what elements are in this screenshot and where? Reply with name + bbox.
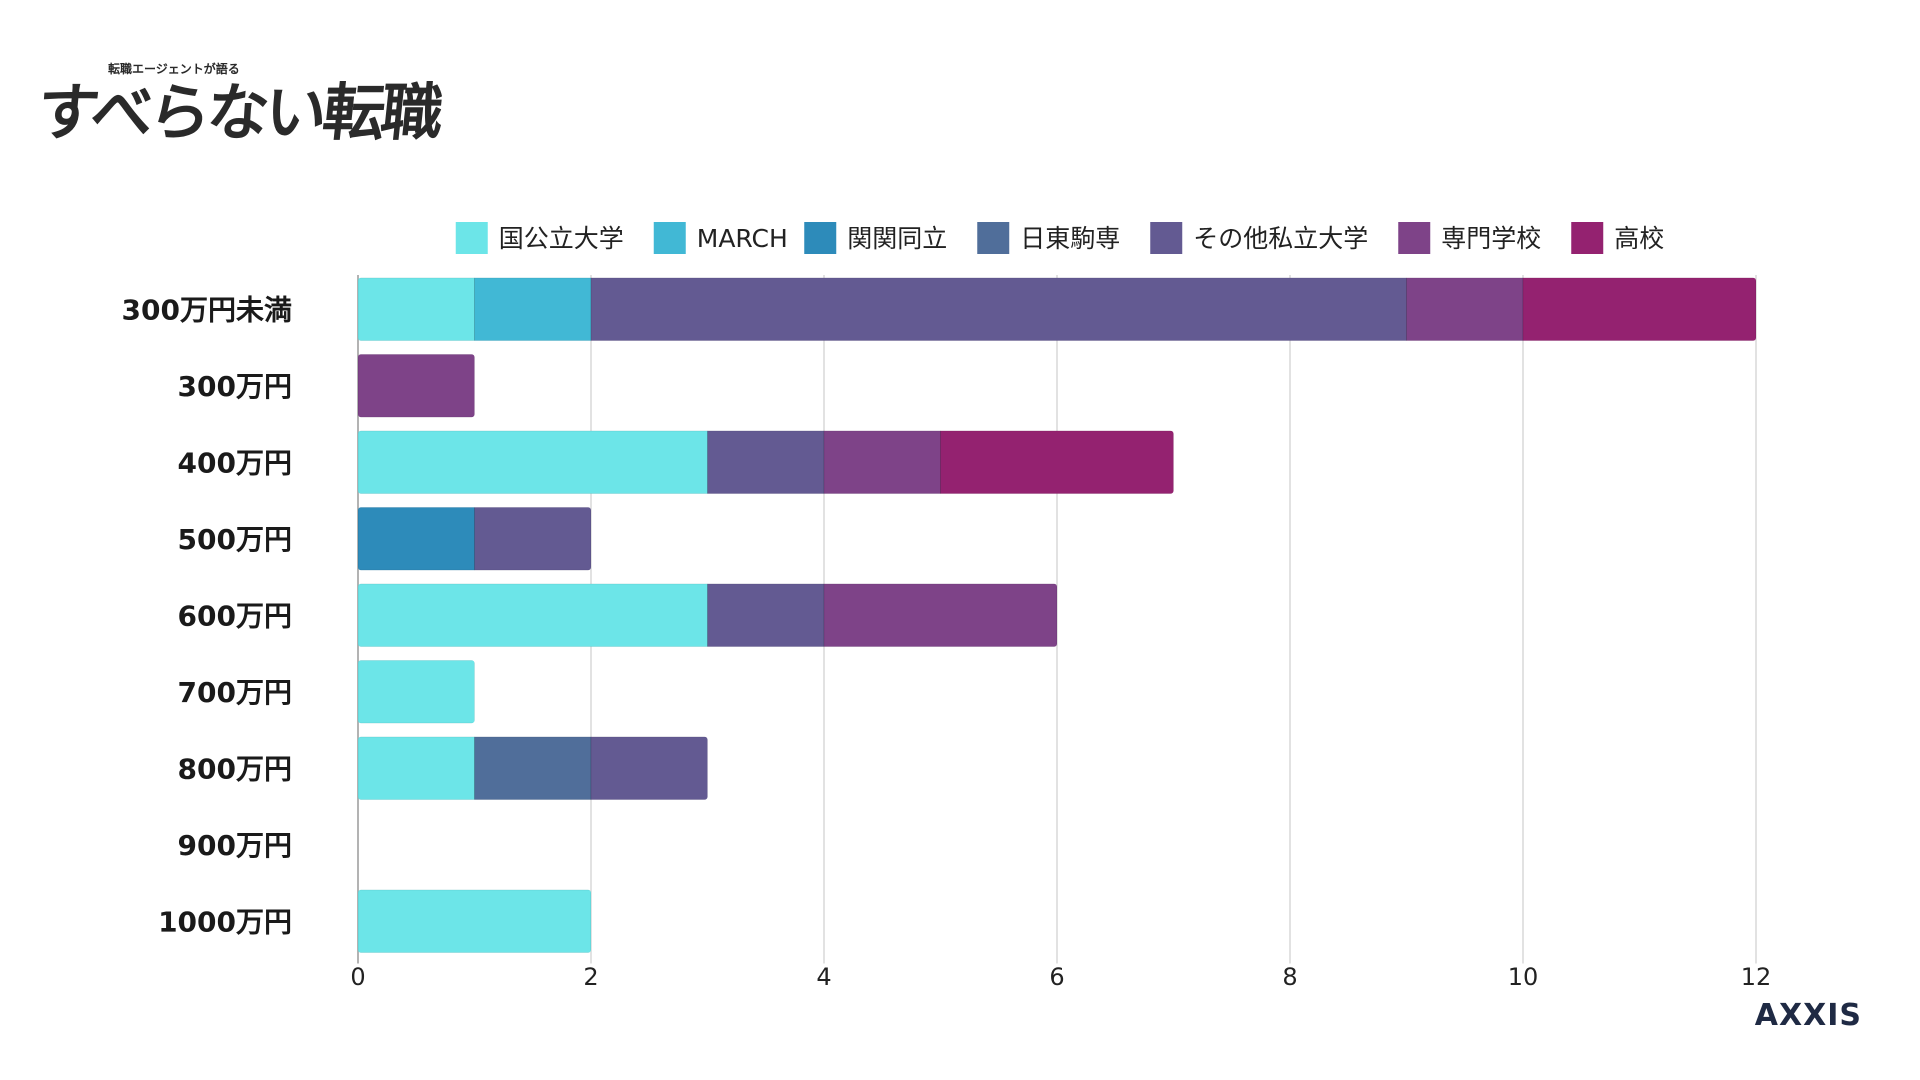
category-label: 1000万円: [158, 905, 292, 938]
brand-logo: AXXIS: [1754, 998, 1862, 1033]
bar-segment: [474, 736, 592, 800]
legend-label: 国公立大学: [499, 224, 624, 253]
bar-segment: [358, 430, 708, 494]
category-label: 400万円: [178, 446, 292, 479]
bar-segment: [823, 430, 941, 494]
bar-row: [358, 507, 591, 571]
x-tick-label: 10: [1508, 963, 1539, 991]
bar-segment: [707, 430, 825, 494]
chart-bars: [358, 277, 1756, 953]
legend-swatch: [1398, 222, 1431, 254]
x-tick-label: 2: [583, 963, 598, 991]
legend-swatch: [804, 222, 837, 254]
bar-row: [358, 277, 1756, 341]
bar-segment: [358, 507, 475, 571]
logo-tagline: 転職エージェントが語る: [108, 62, 240, 76]
bar-segment: [358, 660, 475, 724]
legend-label: MARCH: [697, 224, 788, 253]
legend-swatch: [1571, 222, 1604, 254]
legend-swatch: [455, 222, 488, 254]
category-label: 300万円: [178, 370, 292, 403]
bar-segment: [474, 507, 591, 571]
legend-swatch: [977, 222, 1010, 254]
bar-segment: [358, 889, 591, 953]
legend-label: 専門学校: [1441, 224, 1541, 253]
bar-segment: [590, 277, 1407, 341]
x-tick-label: 0: [350, 963, 365, 991]
bar-segment: [358, 277, 475, 341]
category-labels: 300万円未満 300万円 400万円 500万円 600万円 700万円 800万円 900…: [122, 293, 292, 938]
bar-row: [358, 736, 708, 800]
bar-segment: [707, 583, 825, 647]
bar-segment: [823, 583, 1057, 647]
legend-label: 日東駒専: [1020, 224, 1120, 253]
category-label: 300万円未満: [122, 293, 292, 326]
x-tick-label: 4: [816, 963, 831, 991]
bar-segment: [358, 583, 708, 647]
x-axis-ticks: 0 2 4 6 8 10 12: [350, 963, 1771, 991]
bar-segment: [590, 736, 708, 800]
legend-label: 高校: [1614, 224, 1664, 253]
legend-swatch: [1150, 222, 1183, 254]
bar-segment: [940, 430, 1174, 494]
category-label: 900万円: [178, 829, 292, 862]
x-tick-label: 8: [1282, 963, 1297, 991]
x-tick-label: 6: [1049, 963, 1064, 991]
bar-segment: [1522, 277, 1756, 341]
x-tick-label: 12: [1741, 963, 1772, 991]
category-label: 600万円: [178, 599, 292, 632]
legend-label: 関関同立: [847, 224, 947, 253]
chart-legend: 国公立大学 MARCH 関関同立 日東駒専 その他私立大学 専門学校 高校: [455, 222, 1664, 254]
category-label: 700万円: [178, 676, 292, 709]
bar-row: [358, 889, 591, 953]
logo: 転職エージェントが語る すべらない転職: [34, 48, 443, 149]
bar-segment: [474, 277, 592, 341]
bar-segment: [358, 354, 475, 418]
category-label: 500万円: [178, 523, 292, 556]
category-label: 800万円: [178, 752, 292, 785]
bar-row: [358, 660, 475, 724]
bar-segment: [1406, 277, 1524, 341]
bar-row: [358, 354, 475, 418]
bar-row: [358, 583, 1057, 647]
bar-row: [358, 430, 1174, 494]
bar-segment: [358, 736, 475, 800]
legend-swatch: [653, 222, 686, 254]
legend-label: その他私立大学: [1193, 224, 1368, 253]
